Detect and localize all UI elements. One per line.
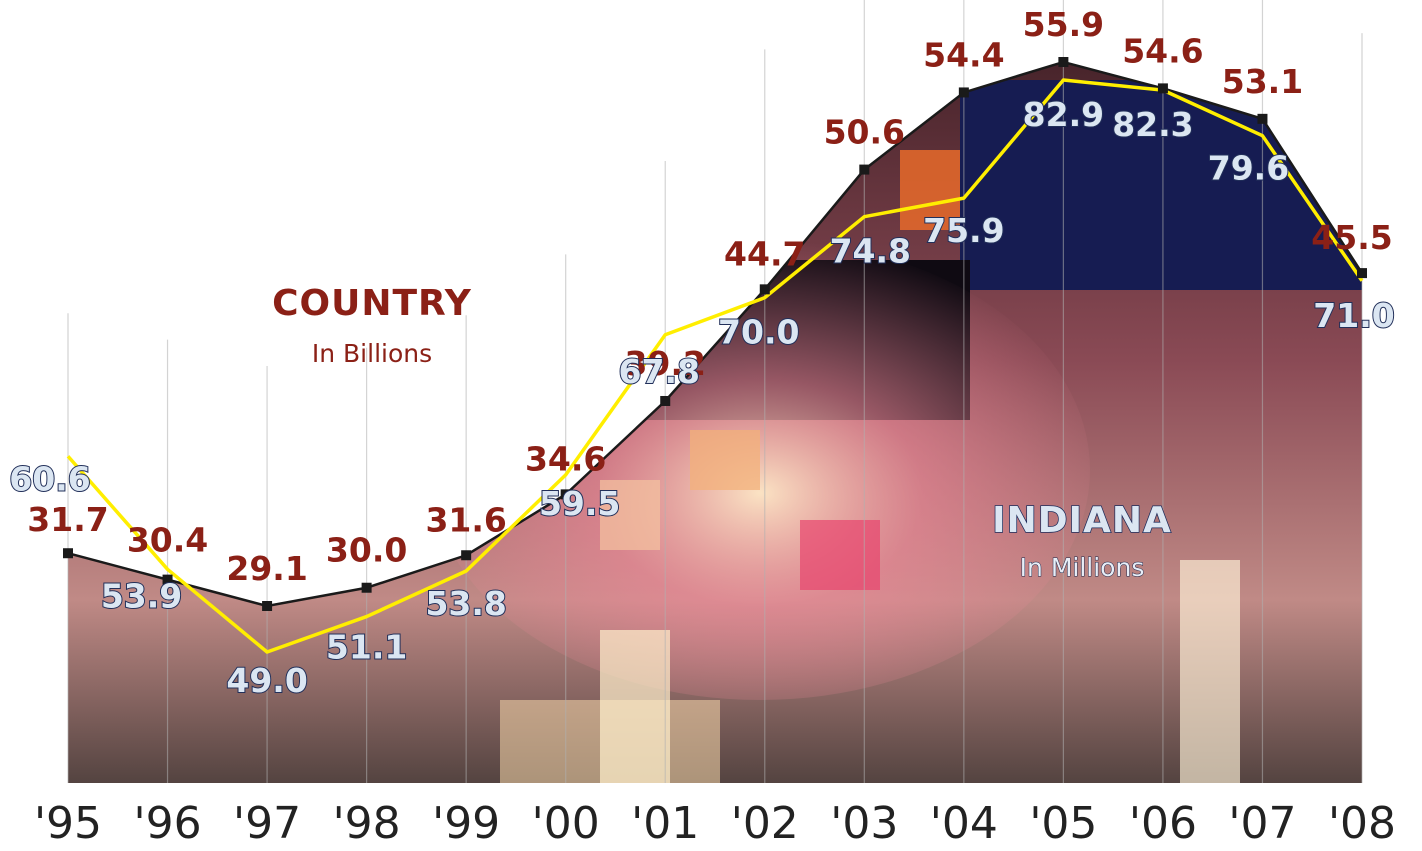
x-tick-label: '05 bbox=[1029, 798, 1097, 849]
x-tick-label: '06 bbox=[1129, 798, 1197, 849]
country-point-2 bbox=[262, 601, 273, 611]
country-value-label-10: 55.9 bbox=[1023, 5, 1104, 44]
data-markers bbox=[63, 57, 1367, 611]
indiana-value-label-11: 82.3 bbox=[1112, 105, 1193, 144]
indiana-value-label-8: 74.8 bbox=[830, 232, 911, 271]
x-axis-tick-labels: '95 '96 '97 '98 '99 '00 '01 '02 '03 '04 '05 '06 '07 '… bbox=[34, 798, 1396, 849]
indiana-line bbox=[66, 78, 1364, 654]
value-labels: 31.7 30.4 29.1 30.0 31.6 34.6 39.2 44.7 50.6 54.4… bbox=[8, 5, 1395, 701]
country-value-label-5: 34.6 bbox=[525, 439, 606, 478]
series-lines bbox=[66, 60, 1364, 654]
country-series-name: COUNTRY bbox=[272, 283, 472, 324]
country-line bbox=[67, 60, 1364, 608]
country-point-7 bbox=[759, 284, 770, 295]
indiana-value-label-4: 53.8 bbox=[425, 584, 506, 623]
country-value-label-6: 39.2 bbox=[625, 344, 706, 383]
x-tick-label: '97 bbox=[233, 798, 301, 849]
country-point-8 bbox=[859, 164, 870, 175]
background-photo-area bbox=[68, 62, 1362, 783]
country-point-10 bbox=[1058, 57, 1069, 67]
country-value-label-8: 50.6 bbox=[824, 113, 905, 152]
indiana-value-label-0: 60.6 bbox=[9, 459, 90, 498]
country-value-label-4: 31.6 bbox=[425, 500, 506, 539]
x-tick-label: '07 bbox=[1228, 798, 1296, 849]
indiana-value-label-6: 67.8 bbox=[619, 352, 700, 391]
country-value-label-7: 44.7 bbox=[724, 234, 805, 273]
country-point-13 bbox=[1357, 268, 1367, 279]
indiana-value-label-9: 75.9 bbox=[923, 211, 1004, 250]
indiana-value-label-2: 49.0 bbox=[226, 661, 307, 700]
indiana-value-label-3: 51.1 bbox=[326, 628, 407, 667]
indiana-unit-label: In Millions bbox=[1020, 553, 1145, 582]
year-grid-lines bbox=[67, 0, 1363, 783]
country-point-3 bbox=[361, 582, 372, 593]
x-tick-label: '08 bbox=[1328, 798, 1396, 849]
indiana-series-name: INDIANA bbox=[992, 500, 1172, 541]
x-tick-label: '02 bbox=[731, 798, 799, 849]
country-value-label-9: 54.4 bbox=[923, 35, 1004, 74]
country-value-label-2: 29.1 bbox=[226, 549, 307, 588]
indiana-value-label-5: 59.5 bbox=[539, 484, 620, 523]
country-value-label-12: 53.1 bbox=[1222, 62, 1303, 101]
country-value-label-3: 30.0 bbox=[326, 531, 407, 570]
x-tick-label: '00 bbox=[532, 798, 600, 849]
country-point-11 bbox=[1157, 83, 1168, 94]
x-tick-label: '03 bbox=[830, 798, 898, 849]
country-point-6 bbox=[660, 395, 671, 406]
indiana-value-label-7: 70.0 bbox=[718, 313, 799, 352]
x-tick-label: '95 bbox=[34, 798, 102, 849]
x-tick-label: '01 bbox=[631, 798, 699, 849]
country-point-4 bbox=[461, 550, 472, 561]
indiana-value-label-1: 53.9 bbox=[101, 576, 182, 615]
country-value-label-1: 30.4 bbox=[127, 521, 208, 560]
country-value-label-0: 31.7 bbox=[27, 500, 108, 539]
country-point-5 bbox=[560, 489, 571, 500]
country-value-label-11: 54.6 bbox=[1122, 31, 1203, 70]
x-tick-label: '04 bbox=[930, 798, 998, 849]
indiana-value-label-12: 79.6 bbox=[1208, 149, 1289, 188]
country-point-1 bbox=[162, 574, 173, 585]
indiana-value-label-10: 82.9 bbox=[1023, 95, 1104, 134]
country-unit-label: In Billions bbox=[312, 339, 432, 368]
country-value-label-13: 45.5 bbox=[1311, 218, 1392, 257]
x-tick-label: '98 bbox=[333, 798, 401, 849]
x-tick-label: '99 bbox=[432, 798, 500, 849]
country-point-9 bbox=[958, 87, 969, 98]
country-point-0 bbox=[63, 548, 73, 559]
indiana-legend: INDIANA In Millions bbox=[991, 499, 1172, 582]
country-legend: COUNTRY In Billions bbox=[272, 283, 472, 368]
x-tick-label: '96 bbox=[133, 798, 201, 849]
indiana-value-label-13: 71.0 bbox=[1313, 296, 1394, 335]
country-point-12 bbox=[1257, 113, 1268, 124]
